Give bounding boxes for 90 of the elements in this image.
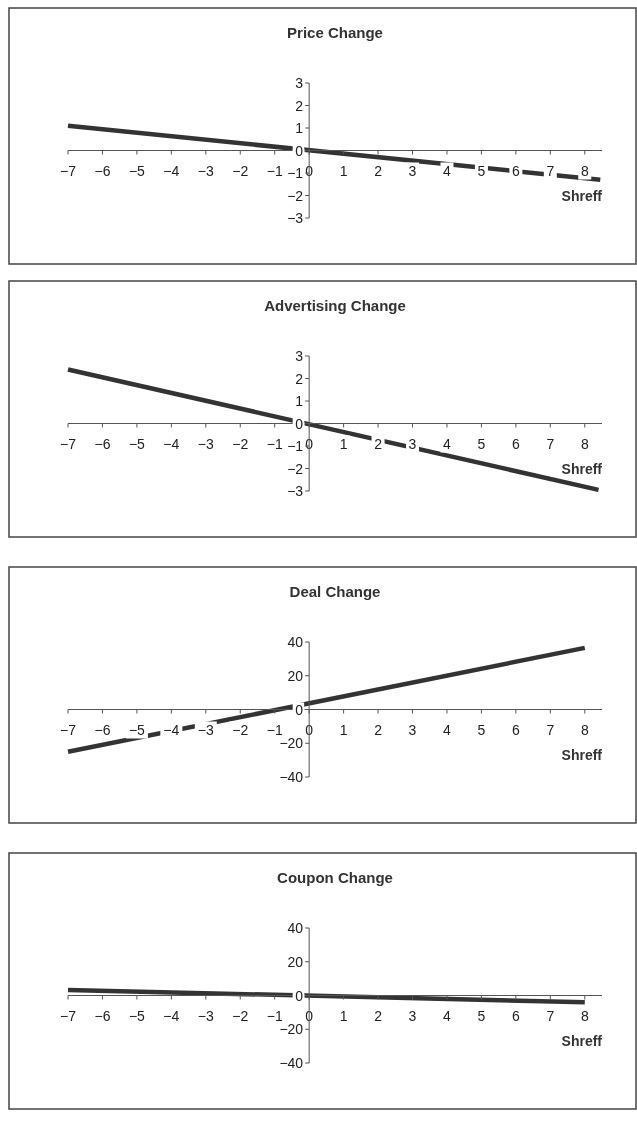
x-tick-label: −2 [232, 721, 249, 738]
x-tick-label: −7 [60, 721, 77, 738]
x-axis-title: Shreff [561, 460, 603, 477]
y-tick-label: −2 [287, 187, 304, 204]
x-tick-label: −1 [266, 435, 283, 452]
x-tick-label: −2 [232, 1007, 249, 1024]
chart-title: Deal Change [289, 583, 381, 600]
x-tick-label: 3 [408, 721, 417, 738]
x-tick-label: −6 [94, 435, 111, 452]
x-tick-label: −3 [197, 1007, 214, 1024]
x-axis-title: Shreff [561, 187, 603, 204]
x-tick-label: 7 [546, 1007, 555, 1024]
x-tick-label: 1 [339, 435, 348, 452]
x-tick-label: −5 [128, 435, 146, 452]
y-tick-label: 2 [295, 97, 304, 114]
x-tick-label: 8 [580, 162, 589, 179]
x-tick-label: −6 [94, 1007, 111, 1024]
x-tick-label: 1 [339, 721, 348, 738]
chart-title: Price Change [287, 24, 383, 41]
x-tick-label: −4 [163, 435, 180, 452]
x-tick-label: −3 [197, 162, 214, 179]
x-tick-label: −7 [60, 435, 77, 452]
y-tick-label: 2 [295, 370, 304, 387]
y-tick-label: −20 [279, 735, 304, 752]
x-tick-label: 7 [546, 162, 555, 179]
x-tick-label: −6 [94, 721, 111, 738]
x-tick-label: 8 [580, 721, 589, 738]
x-tick-label: 6 [511, 1007, 520, 1024]
x-tick-label: −4 [163, 162, 180, 179]
x-tick-label: 8 [580, 435, 589, 452]
y-tick-label: −3 [287, 483, 304, 499]
x-tick-label: 2 [374, 1007, 383, 1024]
y-tick-label: 0 [295, 987, 304, 1004]
x-tick-label: −6 [94, 162, 111, 179]
x-tick-label: 6 [511, 435, 520, 452]
x-tick-label: 3 [408, 162, 417, 179]
x-tick-label: 5 [477, 162, 486, 179]
y-tick-label: 0 [295, 142, 304, 159]
x-tick-label: −1 [266, 721, 283, 738]
x-tick-label: 5 [477, 1007, 486, 1024]
x-tick-label: 4 [443, 721, 452, 738]
x-tick-label: 2 [374, 721, 383, 738]
chart-title: Coupon Change [277, 869, 393, 886]
y-tick-label: −2 [287, 460, 304, 477]
x-tick-label: −2 [232, 162, 249, 179]
x-tick-label: −4 [163, 721, 180, 738]
x-tick-label: 4 [443, 162, 452, 179]
y-tick-label: −40 [279, 1055, 304, 1071]
x-tick-label: 7 [546, 721, 555, 738]
y-tick-label: 0 [295, 701, 304, 718]
x-tick-label: 2 [374, 162, 383, 179]
x-tick-label: −1 [266, 1007, 283, 1024]
y-tick-label: 1 [295, 393, 304, 409]
y-tick-label: 0 [295, 415, 304, 432]
x-axis-title: Shreff [561, 1032, 603, 1049]
x-tick-label: 1 [339, 1007, 348, 1024]
y-tick-label: 20 [287, 953, 304, 970]
y-tick-label: 3 [295, 75, 304, 91]
x-tick-label: 8 [580, 1007, 589, 1024]
x-tick-label: 2 [374, 435, 383, 452]
y-tick-label: 20 [287, 667, 304, 684]
y-tick-label: 1 [295, 120, 304, 136]
x-tick-label: −1 [266, 162, 283, 179]
x-tick-label: 4 [443, 1007, 452, 1024]
x-tick-label: 5 [477, 435, 486, 452]
x-tick-label: 7 [546, 435, 555, 452]
x-tick-label: 5 [477, 721, 486, 738]
x-tick-label: 3 [408, 1007, 417, 1024]
x-tick-label: −3 [197, 721, 214, 738]
y-tick-label: −20 [279, 1021, 304, 1038]
y-tick-label: 40 [287, 634, 304, 650]
x-tick-label: −5 [128, 162, 146, 179]
x-tick-label: −4 [163, 1007, 180, 1024]
x-tick-label: −7 [60, 1007, 77, 1024]
x-tick-label: 3 [408, 435, 417, 452]
x-tick-label: −2 [232, 435, 249, 452]
chart-title: Advertising Change [264, 297, 406, 314]
x-tick-label: 6 [511, 162, 520, 179]
x-tick-label: −5 [128, 721, 146, 738]
y-tick-label: 40 [287, 920, 304, 936]
x-tick-label: 1 [339, 162, 348, 179]
y-tick-label: −40 [279, 769, 304, 785]
x-tick-label: −3 [197, 435, 214, 452]
x-tick-label: −7 [60, 162, 77, 179]
x-axis-title: Shreff [561, 746, 603, 763]
y-tick-label: 3 [295, 348, 304, 364]
x-tick-label: 6 [511, 721, 520, 738]
x-tick-label: 4 [443, 435, 452, 452]
x-tick-label: −5 [128, 1007, 146, 1024]
y-tick-label: −3 [287, 210, 304, 226]
